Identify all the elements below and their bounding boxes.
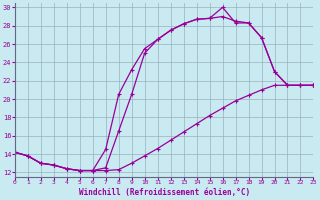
X-axis label: Windchill (Refroidissement éolien,°C): Windchill (Refroidissement éolien,°C) [78,188,250,197]
